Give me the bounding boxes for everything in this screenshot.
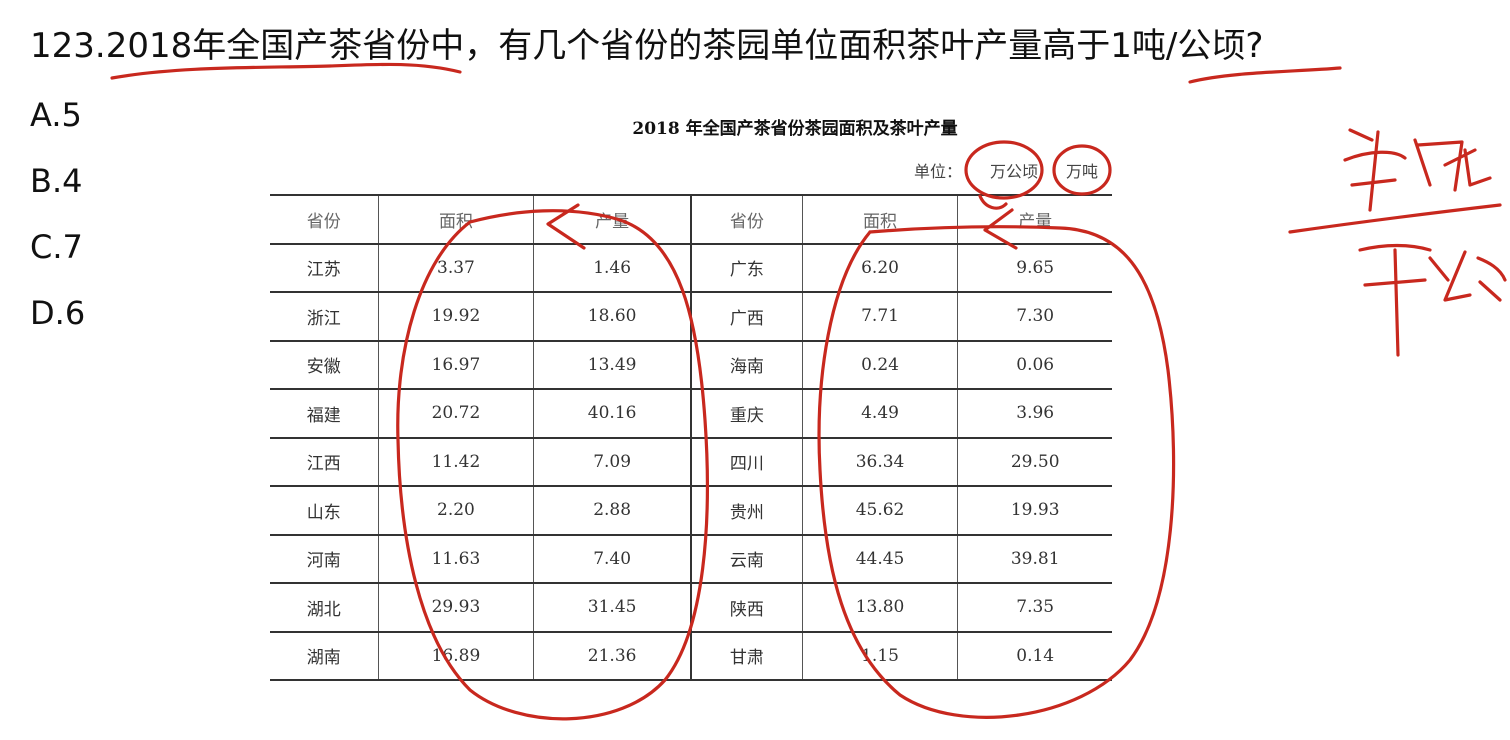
table-cell: 19.92	[377, 292, 534, 342]
table-cell: 18.60	[533, 292, 691, 342]
table-cell: 1.15	[801, 631, 958, 681]
table-cell: 福建	[270, 389, 379, 439]
option-c: C.7	[30, 228, 83, 266]
table-row: 福建 20.72 40.16 重庆 4.49 3.96	[270, 389, 1112, 439]
table-cell: 40.16	[533, 389, 691, 439]
table-cell: 江西	[270, 437, 379, 487]
table-row: 山东 2.20 2.88 贵州 45.62 19.93	[270, 486, 1112, 536]
table-cell: 广东	[689, 243, 803, 293]
table-cell: 山东	[270, 486, 379, 536]
table-cell: 浙江	[270, 292, 379, 342]
table-cell: 7.09	[533, 437, 691, 487]
table-cell: 19.93	[957, 486, 1112, 536]
fraction-line	[1288, 203, 1502, 234]
table-row: 江西 11.42 7.09 四川 36.34 29.50	[270, 437, 1112, 487]
table-cell: 13.80	[801, 583, 958, 633]
table-cell: 陕西	[689, 583, 803, 633]
table-cell: 0.24	[801, 340, 958, 390]
table-cell: 甘肃	[689, 631, 803, 681]
table-cell: 4.49	[801, 389, 958, 439]
underline-stroke	[1188, 66, 1342, 84]
table-cell: 36.34	[801, 437, 958, 487]
table-cell: 河南	[270, 534, 379, 584]
table-cell: 江苏	[270, 243, 379, 293]
unit-area: 万公顷	[990, 162, 1039, 181]
table-cell: 0.06	[957, 340, 1112, 390]
table-cell: 3.96	[957, 389, 1112, 439]
table-cell: 29.93	[377, 583, 534, 633]
table-cell: 湖南	[270, 631, 379, 681]
table-row: 江苏 3.37 1.46 广东 6.20 9.65	[270, 243, 1112, 293]
table-cell: 9.65	[957, 243, 1112, 293]
table-cell: 海南	[689, 340, 803, 390]
table-title: 2018 年全国产茶省份茶园面积及茶叶产量	[632, 119, 958, 139]
table-row: 河南 11.63 7.40 云南 44.45 39.81	[270, 534, 1112, 584]
table-header-row: 省份 面积 产量 省份 面积 产量	[270, 194, 1112, 245]
handwriting-stroke	[1358, 243, 1507, 357]
table-cell: 2.88	[533, 486, 691, 536]
table-cell: 安徽	[270, 340, 379, 390]
table-cell: 3.37	[377, 243, 534, 293]
table-cell: 重庆	[689, 389, 803, 439]
table-row: 安徽 16.97 13.49 海南 0.24 0.06	[270, 340, 1112, 390]
option-b: B.4	[30, 162, 83, 200]
table-cell: 四川	[689, 437, 803, 487]
table-cell: 31.45	[533, 583, 691, 633]
handwriting-stroke	[1343, 128, 1492, 212]
table-cell: 11.42	[377, 437, 534, 487]
table-cell: 39.81	[957, 534, 1112, 584]
header-province-left: 省份	[270, 194, 379, 245]
option-a: A.5	[30, 96, 82, 134]
table-cell: 6.20	[801, 243, 958, 293]
table-cell: 44.45	[801, 534, 958, 584]
data-table: 省份 面积 产量 省份 面积 产量 江苏 3.37 1.46 广东 6.20 9…	[270, 194, 1112, 681]
table-row: 湖南 16.89 21.36 甘肃 1.15 0.14	[270, 631, 1112, 681]
header-area-right: 面积	[801, 194, 958, 245]
table-cell: 1.46	[533, 243, 691, 293]
table-cell: 7.40	[533, 534, 691, 584]
unit-row: 单位： 万公顷 万吨	[914, 158, 1126, 182]
table-cell: 7.71	[801, 292, 958, 342]
table-row: 湖北 29.93 31.45 陕西 13.80 7.35	[270, 583, 1112, 633]
table-row: 浙江 19.92 18.60 广西 7.71 7.30	[270, 292, 1112, 342]
table-cell: 湖北	[270, 583, 379, 633]
table-cell: 13.49	[533, 340, 691, 390]
table-cell: 2.20	[377, 486, 534, 536]
table-cell: 0.14	[957, 631, 1112, 681]
unit-output: 万吨	[1066, 162, 1099, 181]
table-cell: 16.97	[377, 340, 534, 390]
unit-label: 单位：	[914, 162, 963, 181]
header-area-left: 面积	[377, 194, 534, 245]
table-cell: 贵州	[689, 486, 803, 536]
table-cell: 广西	[689, 292, 803, 342]
question-text: 123.2018年全国产茶省份中，有几个省份的茶园单位面积茶叶产量高于1吨/公顷…	[30, 26, 1264, 66]
table-cell: 11.63	[377, 534, 534, 584]
header-output-right: 产量	[957, 194, 1112, 245]
table-cell: 45.62	[801, 486, 958, 536]
option-d: D.6	[30, 294, 86, 332]
header-output-left: 产量	[533, 194, 691, 245]
header-province-right: 省份	[689, 194, 803, 245]
table-cell: 云南	[689, 534, 803, 584]
table-cell: 7.35	[957, 583, 1112, 633]
table-cell: 7.30	[957, 292, 1112, 342]
table-cell: 16.89	[377, 631, 534, 681]
table-cell: 20.72	[377, 389, 534, 439]
table-cell: 29.50	[957, 437, 1112, 487]
table-cell: 21.36	[533, 631, 691, 681]
